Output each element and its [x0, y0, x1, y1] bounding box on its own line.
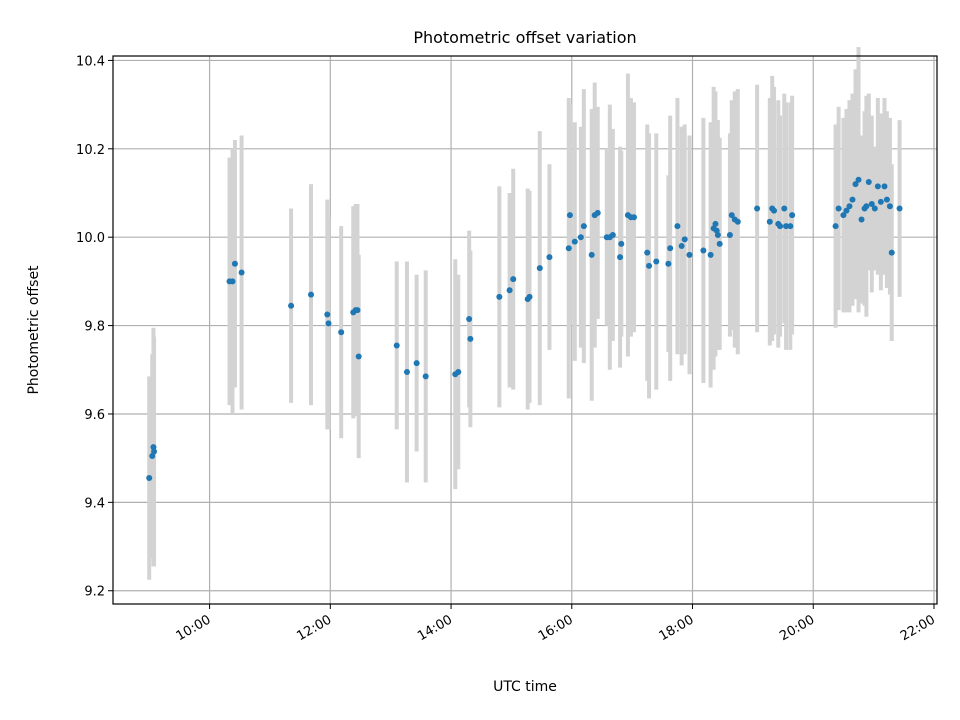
data-point — [846, 203, 853, 210]
data-point — [324, 311, 331, 318]
data-point — [734, 218, 741, 225]
data-point — [150, 444, 157, 451]
data-point — [588, 251, 595, 258]
data-point — [896, 205, 903, 212]
data-point — [665, 260, 672, 267]
data-point — [843, 207, 850, 214]
data-point — [231, 260, 238, 267]
data-point — [781, 205, 788, 212]
data-point — [787, 223, 794, 230]
data-point — [609, 231, 616, 238]
data-point — [422, 373, 429, 380]
data-point — [874, 183, 881, 190]
data-point — [510, 276, 517, 283]
data-point — [618, 240, 625, 247]
data-point — [308, 291, 315, 298]
data-point — [678, 243, 685, 250]
y-tick-label: 10.0 — [76, 231, 105, 246]
data-point — [455, 368, 462, 375]
x-axis-label: UTC time — [493, 679, 557, 695]
data-point — [726, 231, 733, 238]
plot-frame — [112, 55, 938, 605]
data-point — [789, 212, 796, 219]
data-point — [617, 254, 624, 261]
y-tick-label: 9.6 — [84, 408, 105, 423]
data-point — [700, 247, 707, 254]
data-point — [783, 223, 790, 230]
data-point — [354, 307, 361, 314]
data-points — [146, 176, 903, 482]
data-point — [577, 234, 584, 241]
data-point — [863, 203, 870, 210]
data-point — [288, 302, 295, 309]
data-point — [886, 203, 893, 210]
data-point — [646, 262, 653, 269]
data-point — [566, 212, 573, 219]
data-point — [413, 360, 420, 367]
grid-lines — [113, 56, 937, 604]
data-point — [871, 205, 878, 212]
data-point — [686, 251, 693, 258]
data-point — [355, 353, 362, 360]
data-point — [883, 196, 890, 203]
chart-title: Photometric offset variation — [413, 28, 636, 47]
data-point — [707, 251, 714, 258]
data-point — [466, 315, 473, 322]
data-point — [840, 212, 847, 219]
data-point — [229, 278, 236, 285]
data-point — [580, 223, 587, 230]
data-point — [630, 214, 637, 221]
data-point — [777, 223, 784, 230]
y-tick-label: 9.4 — [84, 496, 105, 511]
data-point — [644, 249, 651, 256]
y-tick-label: 10.4 — [76, 54, 105, 69]
data-point — [855, 176, 862, 183]
data-point — [667, 245, 674, 252]
data-point — [325, 320, 332, 327]
data-point — [338, 329, 345, 336]
y-tick-label: 10.2 — [76, 143, 105, 158]
data-point — [653, 258, 660, 265]
data-point — [716, 240, 723, 247]
data-point — [881, 183, 888, 190]
data-point — [565, 245, 572, 252]
data-point — [835, 205, 842, 212]
data-point — [714, 231, 721, 238]
y-axis-label: Photometric offset — [26, 265, 42, 395]
data-point — [868, 201, 875, 208]
data-point — [571, 238, 578, 245]
data-point — [849, 196, 856, 203]
data-point — [681, 236, 688, 243]
y-tick-label: 9.8 — [84, 320, 105, 335]
data-point — [832, 223, 839, 230]
data-point — [467, 335, 474, 342]
data-point — [877, 198, 884, 205]
data-point — [546, 254, 553, 261]
data-point — [754, 205, 761, 212]
data-point — [766, 218, 773, 225]
data-point — [151, 448, 158, 455]
y-tick-label: 9.2 — [84, 585, 105, 600]
data-point — [888, 249, 895, 256]
data-point — [506, 287, 513, 294]
data-point — [865, 178, 872, 185]
data-point — [393, 342, 400, 349]
data-point — [238, 269, 245, 276]
data-point — [146, 475, 153, 482]
data-point — [536, 265, 543, 272]
data-point — [526, 293, 533, 300]
data-point — [771, 207, 778, 214]
data-point — [403, 368, 410, 375]
data-point — [852, 181, 859, 188]
data-point — [712, 220, 719, 227]
data-point — [496, 293, 503, 300]
data-point — [674, 223, 681, 230]
data-point — [858, 216, 865, 223]
data-point — [728, 212, 735, 219]
data-point — [594, 209, 601, 216]
